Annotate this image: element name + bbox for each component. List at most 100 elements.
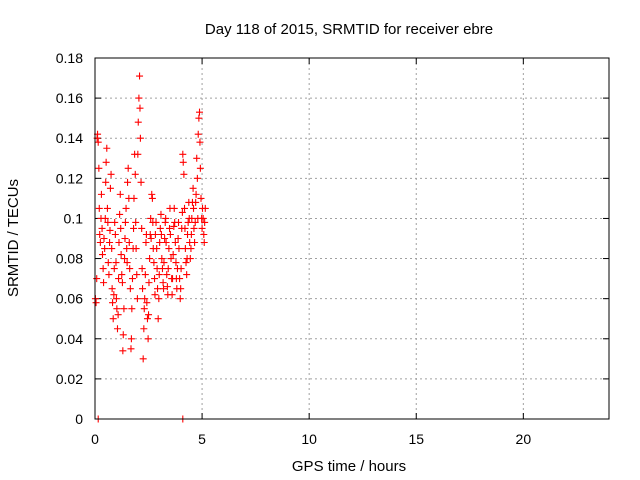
grid-lines [95,58,609,419]
data-point [190,224,198,232]
data-point [193,174,201,182]
data-point [155,295,163,303]
data-point [151,230,159,238]
data-point [196,164,204,172]
data-point [117,251,125,259]
data-point [132,245,140,253]
data-point [157,230,165,238]
data-point [183,271,191,279]
data-point [160,285,168,293]
data-point [141,295,149,303]
data-point [163,271,171,279]
data-point [160,259,168,267]
data-point [108,285,116,293]
data-point [176,275,184,283]
data-point [121,235,129,242]
data-point [191,218,199,226]
data-point [96,239,104,247]
data-point [131,170,139,178]
data-point [144,335,152,343]
data-point [104,259,112,267]
y-tick-label: 0.02 [56,371,83,387]
data-point [181,224,189,232]
data-point [118,279,126,287]
data-point [141,271,149,279]
data-point [162,214,170,222]
data-point [95,204,103,212]
data-point [136,134,144,142]
data-point [93,275,101,283]
data-point [117,224,125,232]
data-point [112,295,120,303]
x-tick-label: 15 [408,431,424,447]
data-point [97,190,105,198]
data-point [142,239,150,247]
data-point [187,230,195,238]
data-point [195,114,203,122]
data-point [126,285,134,293]
data-point [128,305,136,313]
data-point [134,150,142,158]
data-point [162,239,170,247]
data-point [165,245,173,253]
data-point [179,150,187,158]
data-point [169,251,177,259]
data-point [103,204,111,212]
data-point [192,190,200,198]
data-point [127,345,135,353]
data-point [133,271,141,279]
data-point [111,218,119,226]
data-point [176,295,184,303]
data-point [109,299,117,307]
data-point [92,299,100,307]
data-point [193,154,201,162]
data-point [135,94,143,102]
data-point [200,230,208,238]
data-point [177,285,185,293]
x-tick-label: 5 [198,431,206,447]
data-point [134,118,142,126]
data-point [138,265,146,273]
data-point [120,305,128,313]
data-point [119,347,127,355]
data-point [198,224,206,232]
data-point [150,259,158,267]
x-tick-label: 0 [91,431,99,447]
data-point [201,218,209,226]
data-point [154,285,162,293]
data-point [200,239,208,247]
data-point [196,138,204,146]
data-point [152,218,160,226]
data-point [105,271,113,279]
data-point [99,265,107,273]
data-point [166,230,174,238]
data-point [112,259,120,267]
data-point [166,224,174,232]
y-tick-label: 0.06 [56,291,83,307]
data-point [163,283,171,291]
data-point [161,235,169,242]
data-point [125,239,133,247]
data-point [127,335,135,343]
data-point [174,235,182,242]
data-point [106,184,114,192]
y-tick-label: 0 [75,411,83,427]
data-point [170,222,178,230]
data-point [155,271,163,279]
y-axis-title: SRMTID / TECUs [5,179,22,297]
data-point [177,265,185,273]
data-point [113,325,121,333]
data-point [191,239,199,247]
data-point [194,130,202,138]
data-point [197,194,205,202]
data-point [102,178,110,186]
data-point [156,239,164,247]
data-point [140,305,148,313]
data-point [96,230,104,238]
data-point [98,224,106,232]
data-point [106,226,114,234]
data-point [147,214,155,222]
data-point [148,194,156,202]
data-point [111,230,119,238]
